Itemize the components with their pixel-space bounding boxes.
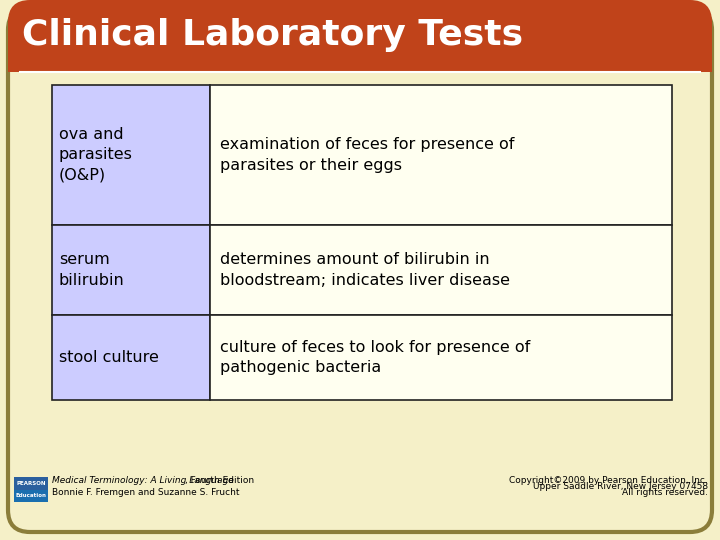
Text: culture of feces to look for presence of
pathogenic bacteria: culture of feces to look for presence of… bbox=[220, 340, 530, 375]
Text: Upper Saddle River, New Jersey 07458: Upper Saddle River, New Jersey 07458 bbox=[533, 482, 708, 491]
Text: examination of feces for presence of
parasites or their eggs: examination of feces for presence of par… bbox=[220, 137, 514, 173]
Text: serum
bilirubin: serum bilirubin bbox=[59, 252, 125, 288]
FancyBboxPatch shape bbox=[8, 0, 712, 72]
Bar bbox=[52, 225, 210, 315]
Bar bbox=[14, 489, 48, 502]
Bar bbox=[52, 315, 210, 400]
Text: Copyright©2009 by Pearson Education, Inc.: Copyright©2009 by Pearson Education, Inc… bbox=[509, 476, 708, 485]
Text: stool culture: stool culture bbox=[59, 350, 159, 365]
Text: Medical Terminology: A Living Language: Medical Terminology: A Living Language bbox=[52, 476, 234, 485]
Text: All rights reserved.: All rights reserved. bbox=[622, 488, 708, 497]
Text: ova and
parasites
(O&P): ova and parasites (O&P) bbox=[59, 127, 133, 183]
Bar bbox=[210, 315, 672, 400]
Text: Education: Education bbox=[16, 493, 46, 498]
Text: , Fourth Edition: , Fourth Edition bbox=[185, 476, 254, 485]
Bar bbox=[8, 47, 712, 72]
Bar bbox=[52, 85, 210, 225]
Bar bbox=[210, 85, 672, 225]
FancyBboxPatch shape bbox=[8, 8, 712, 532]
Text: determines amount of bilirubin in
bloodstream; indicates liver disease: determines amount of bilirubin in bloods… bbox=[220, 252, 510, 288]
Text: PEARSON: PEARSON bbox=[17, 481, 46, 486]
Bar bbox=[210, 225, 672, 315]
Text: Bonnie F. Fremgen and Suzanne S. Frucht: Bonnie F. Fremgen and Suzanne S. Frucht bbox=[52, 488, 240, 497]
Text: Clinical Laboratory Tests: Clinical Laboratory Tests bbox=[22, 18, 523, 52]
Bar bbox=[14, 477, 48, 490]
